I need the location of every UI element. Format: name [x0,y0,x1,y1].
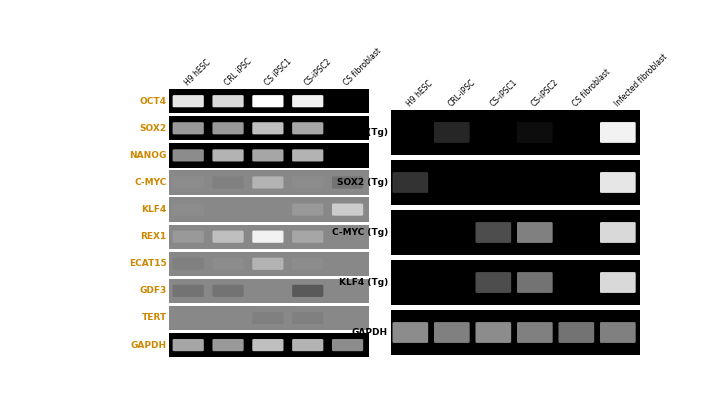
Bar [169,197,368,222]
FancyBboxPatch shape [517,322,553,343]
FancyBboxPatch shape [292,149,323,161]
FancyBboxPatch shape [213,176,243,189]
FancyBboxPatch shape [213,285,243,297]
Text: CS-iPSC2: CS-iPSC2 [530,78,560,109]
FancyBboxPatch shape [213,149,243,161]
Text: C-MYC: C-MYC [134,178,166,187]
FancyBboxPatch shape [292,230,323,243]
FancyBboxPatch shape [558,322,594,343]
Text: CS iPSC1: CS iPSC1 [263,57,293,88]
FancyBboxPatch shape [292,95,323,107]
Bar [391,160,640,205]
Text: TERT: TERT [141,313,166,323]
FancyBboxPatch shape [600,272,635,293]
FancyBboxPatch shape [173,285,203,297]
Bar [169,306,368,330]
FancyBboxPatch shape [292,339,323,351]
Bar [169,225,368,249]
FancyBboxPatch shape [292,176,323,189]
Text: C-MYC (Tg): C-MYC (Tg) [332,228,388,237]
FancyBboxPatch shape [173,230,203,243]
FancyBboxPatch shape [252,230,283,243]
Bar [391,210,640,255]
FancyBboxPatch shape [252,122,283,134]
Text: CS fibroblast: CS fibroblast [343,47,383,88]
Bar [169,251,368,276]
Bar [391,310,640,355]
Text: CRL iPSC: CRL iPSC [223,57,253,88]
Bar [169,89,368,114]
FancyBboxPatch shape [252,339,283,351]
Text: CS-iPSC2: CS-iPSC2 [303,57,333,88]
FancyBboxPatch shape [252,258,283,270]
Bar [169,143,368,168]
FancyBboxPatch shape [213,339,243,351]
Text: GAPDH: GAPDH [131,341,166,349]
FancyBboxPatch shape [173,95,203,107]
Text: CS-iPSC1: CS-iPSC1 [488,78,519,109]
FancyBboxPatch shape [173,339,203,351]
Text: CS fibroblast: CS fibroblast [571,67,612,109]
FancyBboxPatch shape [332,339,363,351]
FancyBboxPatch shape [600,222,635,243]
Text: SOX2 (Tg): SOX2 (Tg) [337,178,388,187]
FancyBboxPatch shape [600,172,635,193]
Text: KLF4: KLF4 [141,205,166,214]
FancyBboxPatch shape [292,285,323,297]
FancyBboxPatch shape [517,272,553,293]
FancyBboxPatch shape [213,95,243,107]
FancyBboxPatch shape [252,95,283,107]
Text: GAPDH: GAPDH [352,328,388,337]
FancyBboxPatch shape [213,122,243,134]
Text: CRL-iPSC: CRL-iPSC [447,78,478,109]
Text: H9 hESC: H9 hESC [406,79,435,109]
Bar [391,110,640,155]
Text: SOX2: SOX2 [140,124,166,133]
FancyBboxPatch shape [173,149,203,161]
FancyBboxPatch shape [213,230,243,243]
FancyBboxPatch shape [476,222,511,243]
Text: H9 hESC: H9 hESC [183,58,213,88]
FancyBboxPatch shape [173,204,203,216]
Text: Infected fibroblast: Infected fibroblast [613,52,669,109]
FancyBboxPatch shape [434,322,470,343]
FancyBboxPatch shape [213,258,243,270]
FancyBboxPatch shape [292,204,323,216]
FancyBboxPatch shape [476,272,511,293]
FancyBboxPatch shape [252,149,283,161]
FancyBboxPatch shape [252,176,283,189]
Text: OCT4 (Tg): OCT4 (Tg) [337,128,388,137]
Bar [169,333,368,357]
FancyBboxPatch shape [173,258,203,270]
FancyBboxPatch shape [292,122,323,134]
FancyBboxPatch shape [252,312,283,324]
FancyBboxPatch shape [476,322,511,343]
Bar [169,279,368,303]
Text: KLF4 (Tg): KLF4 (Tg) [339,278,388,287]
FancyBboxPatch shape [517,122,553,143]
FancyBboxPatch shape [517,222,553,243]
Text: REX1: REX1 [141,232,166,241]
FancyBboxPatch shape [600,122,635,143]
FancyBboxPatch shape [292,258,323,270]
FancyBboxPatch shape [393,322,428,343]
Text: NANOG: NANOG [129,151,166,160]
FancyBboxPatch shape [393,172,428,193]
FancyBboxPatch shape [173,122,203,134]
FancyBboxPatch shape [292,312,323,324]
Text: ECAT15: ECAT15 [129,259,166,268]
Text: GDF3: GDF3 [139,287,166,295]
FancyBboxPatch shape [332,176,363,189]
Bar [391,260,640,305]
FancyBboxPatch shape [600,322,635,343]
FancyBboxPatch shape [332,204,363,216]
FancyBboxPatch shape [434,122,470,143]
Bar [169,116,368,140]
FancyBboxPatch shape [173,176,203,189]
Text: OCT4: OCT4 [140,97,166,106]
Bar [169,170,368,195]
